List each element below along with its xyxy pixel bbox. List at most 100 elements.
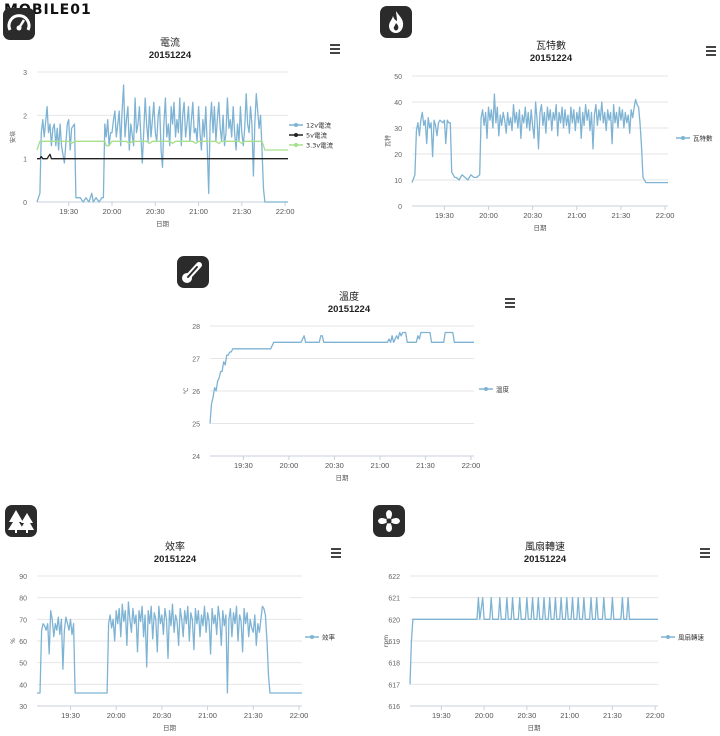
watts-legend-label: 瓦特數 — [693, 134, 713, 143]
watts-ytick-label: 30 — [394, 126, 402, 133]
current-xtick-label: 21:00 — [189, 207, 208, 216]
efficiency-xtick-label: 19:30 — [61, 711, 80, 720]
efficiency-series-line — [37, 601, 302, 694]
watts-chart-subtitle: 20151224 — [530, 53, 573, 64]
temperature-chart-subtitle: 20151224 — [328, 304, 371, 315]
temperature-xtick-label: 19:30 — [234, 461, 253, 470]
watts-y-axis-title: 瓦特 — [384, 135, 392, 147]
temperature-xtick-label: 22:00 — [462, 461, 481, 470]
trees-icon — [5, 505, 37, 537]
temperature-legend-label: 溫度 — [496, 385, 510, 394]
current-xtick-label: 19:30 — [59, 207, 78, 216]
current-legend-label: 5v電流 — [306, 131, 327, 140]
current-xtick-label: 21:30 — [232, 207, 251, 216]
efficiency-ytick-label: 60 — [19, 639, 27, 646]
chart-menu-button-watts[interactable] — [706, 46, 716, 56]
current-x-axis-title: 日期 — [156, 220, 170, 228]
temperature-ytick-label: 24 — [192, 454, 200, 461]
current-ytick-label: 2 — [23, 113, 27, 120]
temperature-xtick-label: 21:00 — [371, 461, 390, 470]
watts-x-axis-title: 日期 — [534, 224, 548, 232]
efficiency-xtick-label: 22:00 — [290, 711, 309, 720]
watts-legend-marker — [681, 136, 685, 140]
current-xtick-label: 22:00 — [276, 207, 295, 216]
current-legend-marker — [294, 133, 298, 137]
efficiency-chart-subtitle: 20151224 — [154, 554, 197, 565]
fan-series-line — [409, 597, 658, 685]
fan-ytick-label: 620 — [388, 617, 400, 624]
chart-menu-button-efficiency[interactable] — [331, 548, 341, 558]
efficiency-ytick-label: 90 — [19, 574, 27, 581]
gauge-icon — [3, 8, 35, 40]
temperature-ytick-label: 26 — [192, 389, 200, 396]
fan-x-axis-title: 日期 — [528, 724, 542, 732]
chart-menu-button-current[interactable] — [330, 44, 340, 54]
efficiency-x-axis-title: 日期 — [163, 724, 177, 732]
current-legend-marker — [294, 123, 298, 127]
chart-menu-button-fan[interactable] — [700, 548, 710, 558]
efficiency-ytick-label: 80 — [19, 596, 27, 603]
fan-xtick-label: 20:00 — [475, 711, 494, 720]
temperature-xtick-label: 21:30 — [416, 461, 435, 470]
fan-ytick-label: 621 — [388, 596, 400, 603]
fan-chart-title: 風扇轉速 — [525, 540, 565, 553]
fan-icon — [373, 505, 405, 537]
efficiency-legend-marker — [310, 635, 314, 639]
current-legend-label: 12v電流 — [306, 121, 332, 130]
watts-ytick-label: 20 — [394, 152, 402, 159]
current-y-axis-title: 安培 — [9, 131, 17, 143]
fan-legend-marker — [666, 635, 670, 639]
watts-ytick-label: 10 — [394, 178, 402, 185]
current-chart-title: 電流 — [160, 36, 180, 49]
watts-xtick-label: 22:00 — [656, 211, 675, 220]
temperature-series-line — [209, 331, 474, 424]
efficiency-ytick-label: 40 — [19, 682, 27, 689]
current-legend-label: 3.3v電流 — [306, 141, 334, 150]
fan-xtick-label: 21:30 — [603, 711, 622, 720]
fan-chart-subtitle: 20151224 — [524, 554, 567, 565]
watts-xtick-label: 20:30 — [523, 211, 542, 220]
temperature-ytick-label: 25 — [192, 422, 200, 429]
efficiency-ytick-label: 50 — [19, 661, 27, 668]
fan-ytick-label: 619 — [388, 639, 400, 646]
current-series-line — [36, 84, 288, 203]
fan-ytick-label: 618 — [388, 661, 400, 668]
efficiency-ytick-label: 30 — [19, 704, 27, 711]
watts-series-line — [411, 93, 668, 184]
current-xtick-label: 20:30 — [146, 207, 165, 216]
fan-xtick-label: 22:00 — [646, 711, 665, 720]
efficiency-xtick-label: 20:00 — [107, 711, 126, 720]
flame-icon — [380, 6, 412, 38]
temperature-ytick-label: 28 — [192, 324, 200, 331]
watts-xtick-label: 19:30 — [435, 211, 454, 220]
current-ytick-label: 3 — [23, 70, 27, 77]
efficiency-xtick-label: 21:30 — [244, 711, 263, 720]
temperature-xtick-label: 20:30 — [325, 461, 344, 470]
current-ytick-label: 0 — [23, 200, 27, 207]
fan-y-axis-title: rpm — [383, 635, 390, 647]
current-series-line — [36, 140, 288, 151]
watts-chart-title: 瓦特數 — [536, 39, 566, 52]
temperature-ytick-label: 27 — [192, 357, 200, 364]
fan-xtick-label: 19:30 — [432, 711, 451, 720]
watts-ytick-label: 0 — [398, 204, 402, 211]
fan-ytick-label: 622 — [388, 574, 400, 581]
fan-legend-label: 風扇轉速 — [678, 633, 705, 642]
watts-ytick-label: 40 — [394, 100, 402, 107]
efficiency-chart-title: 效率 — [165, 540, 185, 553]
current-chart-subtitle: 20151224 — [149, 50, 192, 61]
fan-ytick-label: 616 — [388, 704, 400, 711]
temperature-chart-title: 溫度 — [339, 290, 359, 303]
watts-ytick-label: 50 — [394, 74, 402, 81]
chart-menu-button-temperature[interactable] — [505, 298, 515, 308]
fan-ytick-label: 617 — [388, 682, 400, 689]
efficiency-xtick-label: 20:30 — [152, 711, 171, 720]
efficiency-y-axis-title: % — [10, 638, 17, 644]
current-xtick-label: 20:00 — [103, 207, 122, 216]
current-legend-marker — [294, 143, 298, 147]
efficiency-xtick-label: 21:00 — [198, 711, 217, 720]
thermometer-icon — [177, 256, 209, 288]
watts-xtick-label: 21:00 — [567, 211, 586, 220]
watts-xtick-label: 20:00 — [479, 211, 498, 220]
